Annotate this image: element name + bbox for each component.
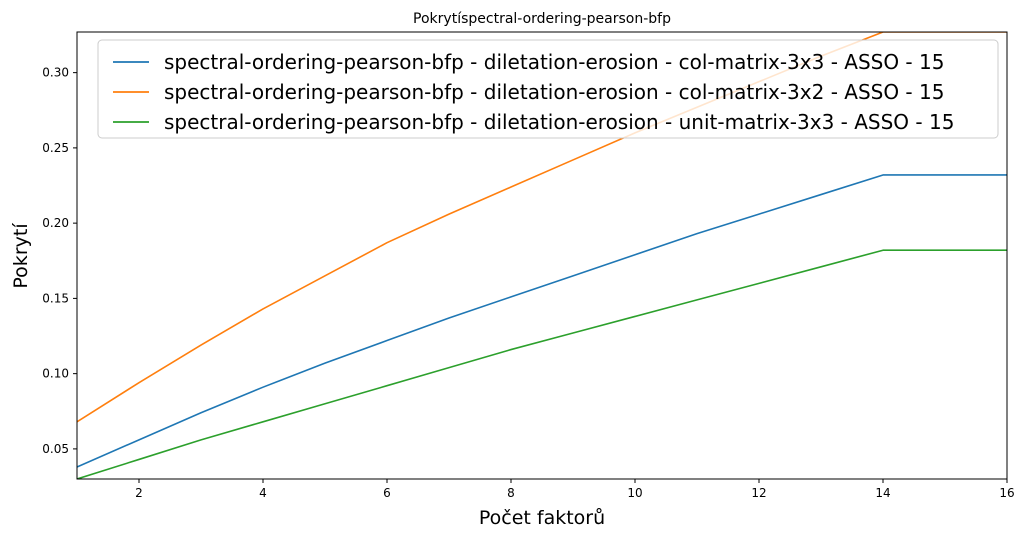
legend-label-3: spectral-ordering-pearson-bfp - diletati… bbox=[164, 110, 954, 134]
legend-label-1: spectral-ordering-pearson-bfp - diletati… bbox=[164, 50, 944, 74]
x-tick-label: 14 bbox=[875, 486, 890, 500]
x-axis-label: Počet faktorů bbox=[479, 507, 605, 529]
x-tick-label: 16 bbox=[999, 486, 1014, 500]
series-line-1 bbox=[77, 174, 1007, 468]
y-tick-label: 0.20 bbox=[42, 216, 69, 230]
series-line-3 bbox=[77, 249, 1007, 479]
x-tick-label: 10 bbox=[627, 486, 642, 500]
legend-box bbox=[97, 39, 999, 139]
y-axis-label: Pokrytí bbox=[10, 223, 32, 289]
x-tick-label: 6 bbox=[383, 486, 391, 500]
x-axis: 2 4 6 8 10 12 14 16 bbox=[135, 479, 1015, 500]
plot-frame bbox=[76, 31, 1008, 480]
x-tick-label: 12 bbox=[751, 486, 766, 500]
x-tick-label: 2 bbox=[135, 486, 143, 500]
y-tick-label: 0.25 bbox=[42, 141, 69, 155]
y-tick-label: 0.05 bbox=[42, 442, 69, 456]
y-tick-label: 0.30 bbox=[42, 66, 69, 80]
y-tick-label: 0.10 bbox=[42, 367, 69, 381]
chart-title: Pokrytíspectral-ordering-pearson-bfp bbox=[413, 11, 671, 27]
legend: spectral-ordering-pearson-bfp - diletati… bbox=[97, 39, 999, 139]
legend-label-2: spectral-ordering-pearson-bfp - diletati… bbox=[164, 80, 944, 104]
x-tick-label: 8 bbox=[507, 486, 515, 500]
x-tick-label: 4 bbox=[259, 486, 267, 500]
y-axis: 0.05 0.10 0.15 0.20 0.25 0.30 bbox=[42, 66, 77, 456]
y-tick-label: 0.15 bbox=[42, 291, 69, 305]
